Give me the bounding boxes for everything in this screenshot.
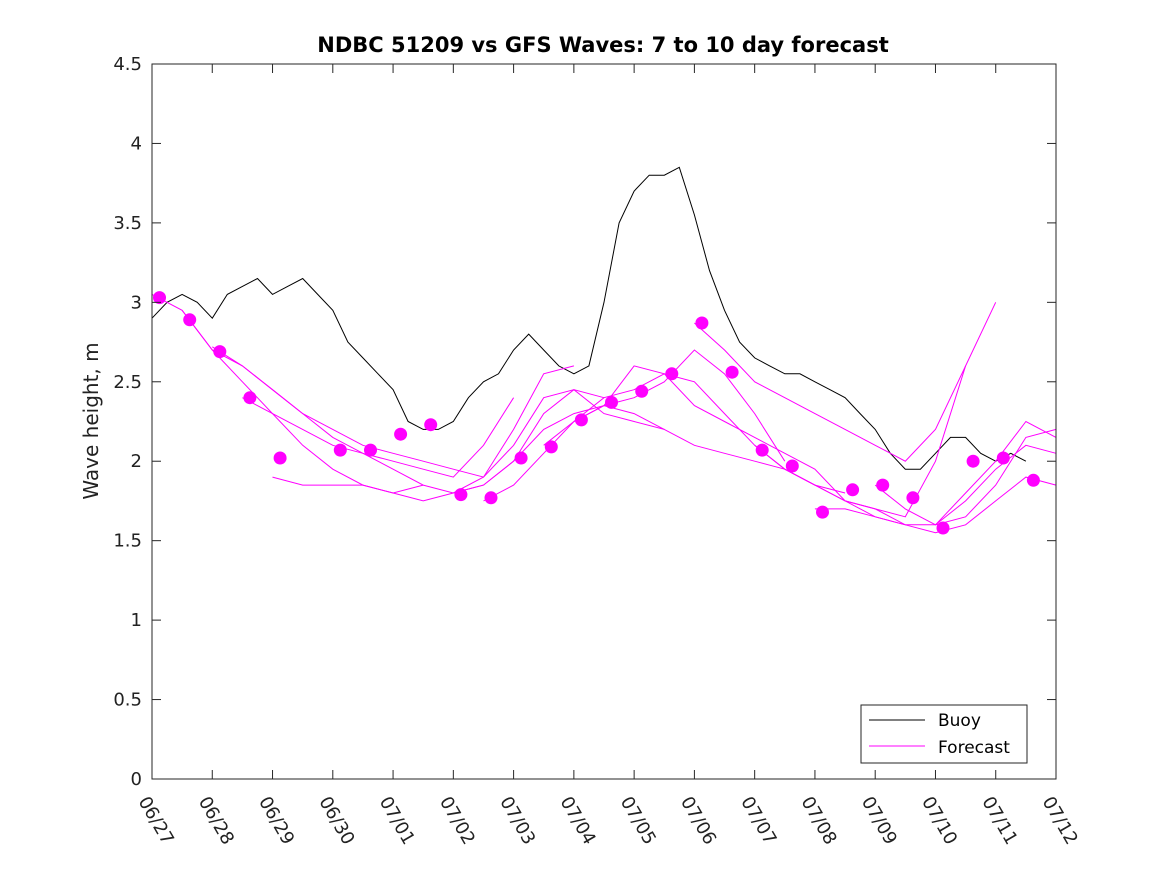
y-tick-label: 4.5	[113, 54, 142, 75]
forecast-marker	[635, 384, 649, 398]
forecast-marker	[755, 443, 769, 457]
y-axis-label: Wave height, m	[79, 342, 103, 499]
legend: Buoy Forecast	[860, 704, 1028, 764]
forecast-marker	[213, 345, 227, 359]
forecast-line	[212, 346, 575, 478]
forecast-line	[573, 365, 967, 518]
forecast-marker	[424, 418, 438, 432]
y-tick-label: 0.5	[113, 690, 142, 711]
chart-title: NDBC 51209 vs GFS Waves: 7 to 10 day for…	[317, 33, 888, 57]
forecast-marker	[544, 440, 558, 454]
forecast-marker	[605, 395, 618, 409]
forecast-marker	[574, 413, 588, 427]
y-axis-ticks: 0 0.5 1 1.5 2 2.5 3 3.5 4 4.5	[113, 54, 1056, 790]
buoy-series-layer	[151, 166, 1027, 470]
forecast-marker	[695, 316, 709, 330]
forecast-marker	[906, 491, 920, 505]
forecast-marker	[846, 483, 860, 497]
forecast-markers-layer	[153, 291, 1040, 535]
forecast-line	[935, 420, 1057, 526]
y-tick-label: 3.5	[113, 213, 142, 234]
y-tick-label: 3	[131, 292, 142, 313]
plot-background	[152, 64, 1056, 779]
y-tick-label: 2.5	[113, 372, 142, 393]
legend-buoy-label: Buoy	[938, 711, 981, 731]
forecast-marker	[725, 365, 739, 379]
forecast-marker	[785, 459, 799, 473]
forecast-marker	[394, 427, 408, 441]
buoy-line	[151, 166, 1027, 470]
plot-area	[151, 63, 1057, 780]
forecast-marker	[936, 521, 950, 535]
forecast-series-layer	[151, 293, 1057, 534]
forecast-marker	[364, 443, 377, 457]
forecast-line	[874, 428, 1057, 526]
legend-box	[860, 704, 1028, 764]
plot-frame	[151, 63, 1057, 780]
y-tick-label: 0	[131, 769, 142, 790]
forecast-marker	[153, 291, 166, 305]
forecast-marker	[333, 443, 347, 457]
y-tick-label: 1	[131, 610, 142, 631]
forecast-marker	[514, 451, 528, 465]
forecast-line	[453, 349, 786, 494]
y-tick-label: 4	[131, 133, 142, 154]
legend-forecast-label: Forecast	[938, 738, 1010, 758]
y-tick-label: 2	[131, 451, 142, 472]
forecast-marker	[454, 488, 468, 502]
forecast-line	[272, 389, 665, 502]
forecast-marker	[273, 451, 287, 465]
forecast-marker	[665, 367, 679, 381]
forecast-marker	[816, 505, 829, 519]
forecast-marker	[1026, 473, 1040, 487]
forecast-line	[242, 389, 605, 494]
forecast-marker	[484, 491, 498, 505]
forecast-marker	[183, 313, 197, 327]
forecast-marker	[876, 478, 890, 492]
forecast-marker	[243, 391, 257, 405]
forecast-marker	[996, 451, 1010, 465]
forecast-marker	[966, 454, 980, 468]
y-tick-label: 1.5	[113, 531, 142, 552]
forecast-line	[694, 302, 997, 462]
